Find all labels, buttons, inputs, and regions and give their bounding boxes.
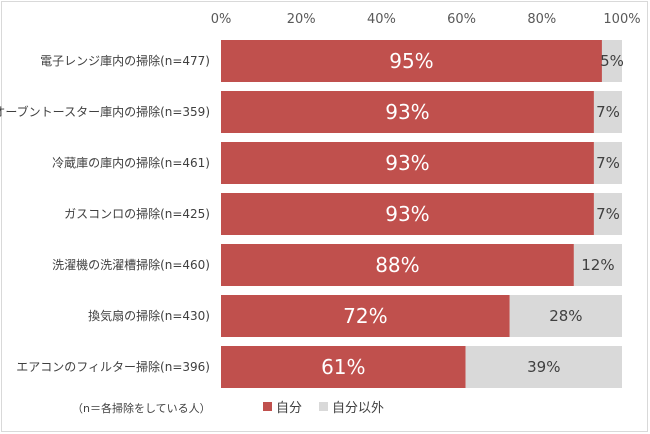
bar-self <box>221 193 594 235</box>
x-tick-label: 80% <box>527 12 556 27</box>
sample-note: （n＝各掃除をしている人） <box>72 401 211 415</box>
data-label-others: 5% <box>600 52 624 70</box>
bar-self <box>221 295 510 337</box>
bar-others <box>593 91 622 133</box>
data-label-others: 12% <box>581 256 614 274</box>
data-label-others: 7% <box>596 103 620 121</box>
bar-others <box>509 295 622 337</box>
category-label: ガスコンロの掃除(n=425) <box>64 206 210 221</box>
data-label-self: 88% <box>375 253 419 277</box>
x-tick-label: 40% <box>367 12 396 27</box>
data-label-self: 61% <box>321 355 365 379</box>
category-labels: 電子レンジ庫内の掃除(n=477) オーブントースター庫内の掃除(n=359) 冷蔵… <box>0 53 210 374</box>
bar-self <box>221 142 594 184</box>
category-label: 電子レンジ庫内の掃除(n=477) <box>40 53 210 68</box>
data-label-others: 39% <box>527 358 560 376</box>
bar-others <box>593 142 622 184</box>
category-label: エアコンのフィルター掃除(n=396) <box>16 359 210 374</box>
bars <box>221 40 622 388</box>
category-label: 換気扇の掃除(n=430) <box>88 308 210 323</box>
bar-self <box>221 40 602 82</box>
x-tick-label: 0% <box>211 12 232 27</box>
data-label-self: 93% <box>385 151 429 175</box>
legend-label-others: 自分以外 <box>332 401 384 416</box>
bar-self <box>221 346 466 388</box>
category-label: オーブントースター庫内の掃除(n=359) <box>0 104 210 119</box>
legend: 自分 自分以外 <box>263 401 384 416</box>
bar-others <box>573 244 622 286</box>
data-label-self: 72% <box>343 304 387 328</box>
x-tick-label: 60% <box>447 12 476 27</box>
bar-self <box>221 91 594 133</box>
data-label-self: 93% <box>385 100 429 124</box>
category-label: 冷蔵庫の庫内の掃除(n=461) <box>52 155 210 170</box>
x-axis-ticks: 0% 20% 40% 60% 80% 100% <box>211 12 641 27</box>
data-label-others: 28% <box>549 307 582 325</box>
data-label-self: 95% <box>389 49 433 73</box>
bar-others <box>593 193 622 235</box>
x-tick-label: 20% <box>287 12 316 27</box>
data-label-others: 7% <box>596 154 620 172</box>
legend-swatch-others <box>319 402 328 411</box>
data-label-self: 93% <box>385 202 429 226</box>
x-tick-label: 100% <box>603 12 640 27</box>
bar-others <box>465 346 622 388</box>
category-label: 洗濯機の洗濯槽掃除(n=460) <box>52 257 210 272</box>
value-labels: 95% 5% 93% 7% 93% 7% 93% 7% 88% 12% 72% 28% 61% 39% <box>321 49 624 379</box>
data-label-others: 7% <box>596 205 620 223</box>
legend-label-self: 自分 <box>276 401 302 416</box>
bar-others <box>601 40 622 82</box>
legend-swatch-self <box>263 402 272 411</box>
bar-self <box>221 244 574 286</box>
